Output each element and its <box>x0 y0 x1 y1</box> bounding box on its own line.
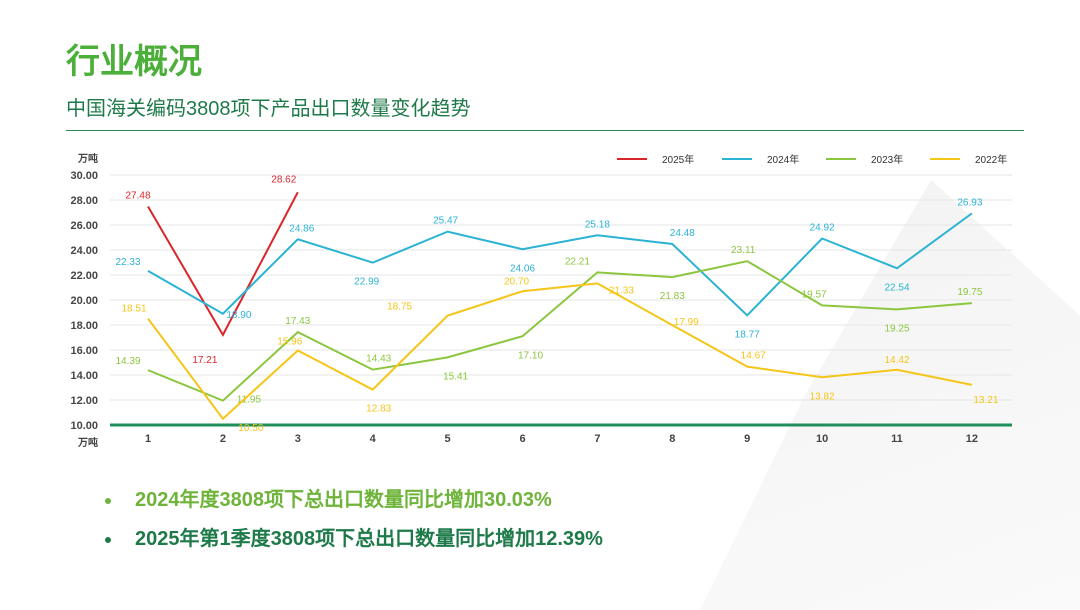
x-tick-label: 2 <box>220 433 226 445</box>
y-tick-label: 24.00 <box>70 245 98 257</box>
legend-label: 2023年 <box>871 153 903 166</box>
x-tick-label: 7 <box>594 433 600 445</box>
data-label: 15.96 <box>277 337 302 348</box>
x-tick-label: 11 <box>891 433 903 445</box>
data-label: 22.21 <box>565 256 590 267</box>
data-label: 21.83 <box>660 291 685 302</box>
data-label: 24.48 <box>670 228 695 239</box>
data-label: 13.82 <box>810 391 835 402</box>
y-tick-label: 22.00 <box>70 270 98 282</box>
series-line-2025年 <box>147 191 299 337</box>
data-label: 18.75 <box>387 302 412 313</box>
x-tick-label: 4 <box>370 433 377 445</box>
data-label: 24.86 <box>289 223 314 234</box>
bullet-1: 2024年度3808项下总出口数量同比增加30.03% <box>105 483 552 512</box>
data-label: 22.99 <box>354 277 379 288</box>
data-label: 10.50 <box>238 423 263 434</box>
data-label: 14.42 <box>884 355 909 366</box>
data-label: 27.48 <box>125 191 150 202</box>
y-axis-unit: 万吨 <box>77 152 98 165</box>
x-tick-label: 1 <box>145 433 151 445</box>
series-line-2022年 <box>147 282 973 421</box>
data-label: 26.93 <box>957 197 982 208</box>
data-label: 17.10 <box>518 350 543 361</box>
data-label: 18.77 <box>735 329 760 340</box>
page-title: 行业概况 <box>66 43 202 81</box>
data-label: 20.70 <box>504 276 529 287</box>
data-label: 12.83 <box>366 404 391 415</box>
x-tick-label: 5 <box>445 433 451 445</box>
x-tick-label: 6 <box>519 433 525 445</box>
y-tick-label: 20.00 <box>70 295 98 307</box>
data-label: 24.06 <box>510 263 535 274</box>
series-line-2023年 <box>147 260 972 402</box>
data-label: 11.95 <box>237 395 262 406</box>
x-tick-label: 8 <box>669 433 675 445</box>
bullet-text: 2024年度3808项下总出口数量同比增加30.03% <box>135 489 552 511</box>
legend-label: 2025年 <box>662 153 694 166</box>
y-tick-label: 10.00 <box>70 420 98 432</box>
data-label: 25.18 <box>585 219 610 230</box>
data-label: 17.21 <box>192 355 217 366</box>
y-tick-label: 12.00 <box>70 395 98 407</box>
y-tick-label: 16.00 <box>70 345 98 357</box>
data-label: 14.67 <box>741 351 766 362</box>
data-label: 19.57 <box>802 289 827 300</box>
data-label: 28.62 <box>271 174 296 185</box>
data-label: 17.43 <box>285 316 310 327</box>
data-label: 14.43 <box>366 354 391 365</box>
divider <box>66 130 1024 131</box>
bullet-dot <box>105 536 111 543</box>
x-tick-label: 3 <box>295 433 301 445</box>
data-label: 19.25 <box>884 323 909 334</box>
y-tick-label: 30.00 <box>70 170 98 182</box>
data-label: 18.51 <box>121 304 146 315</box>
x-tick-label: 10 <box>816 433 828 445</box>
data-label: 25.47 <box>433 216 458 227</box>
bullet-text: 2025年第1季度3808项下总出口数量同比增加12.39% <box>135 528 603 550</box>
data-label: 24.92 <box>810 223 835 234</box>
legend-label: 2024年 <box>767 153 799 166</box>
data-label: 14.39 <box>115 356 140 367</box>
data-label: 18.90 <box>226 310 251 321</box>
legend-label: 2022年 <box>975 153 1007 166</box>
data-label: 19.75 <box>957 287 982 298</box>
x-tick-label: 9 <box>744 433 750 445</box>
y-tick-label: 14.00 <box>70 370 98 382</box>
x-tick-label: 12 <box>966 433 978 445</box>
data-label: 22.54 <box>884 282 909 293</box>
y-tick-label: 28.00 <box>70 195 98 207</box>
data-label: 17.99 <box>674 317 699 328</box>
data-label: 21.33 <box>609 285 634 296</box>
bullet-2: 2025年第1季度3808项下总出口数量同比增加12.39% <box>105 522 603 551</box>
bullet-dot <box>105 497 111 504</box>
data-label: 23.11 <box>731 245 756 256</box>
x-axis-unit: 万吨 <box>77 436 98 449</box>
series-line-2024年 <box>147 212 973 317</box>
data-label: 13.21 <box>973 395 998 406</box>
y-tick-label: 18.00 <box>70 320 98 332</box>
data-label: 15.41 <box>443 371 468 382</box>
y-tick-label: 26.00 <box>70 220 98 232</box>
page-subtitle: 中国海关编码3808项下产品出口数量变化趋势 <box>66 98 471 120</box>
data-label: 22.33 <box>115 257 140 268</box>
